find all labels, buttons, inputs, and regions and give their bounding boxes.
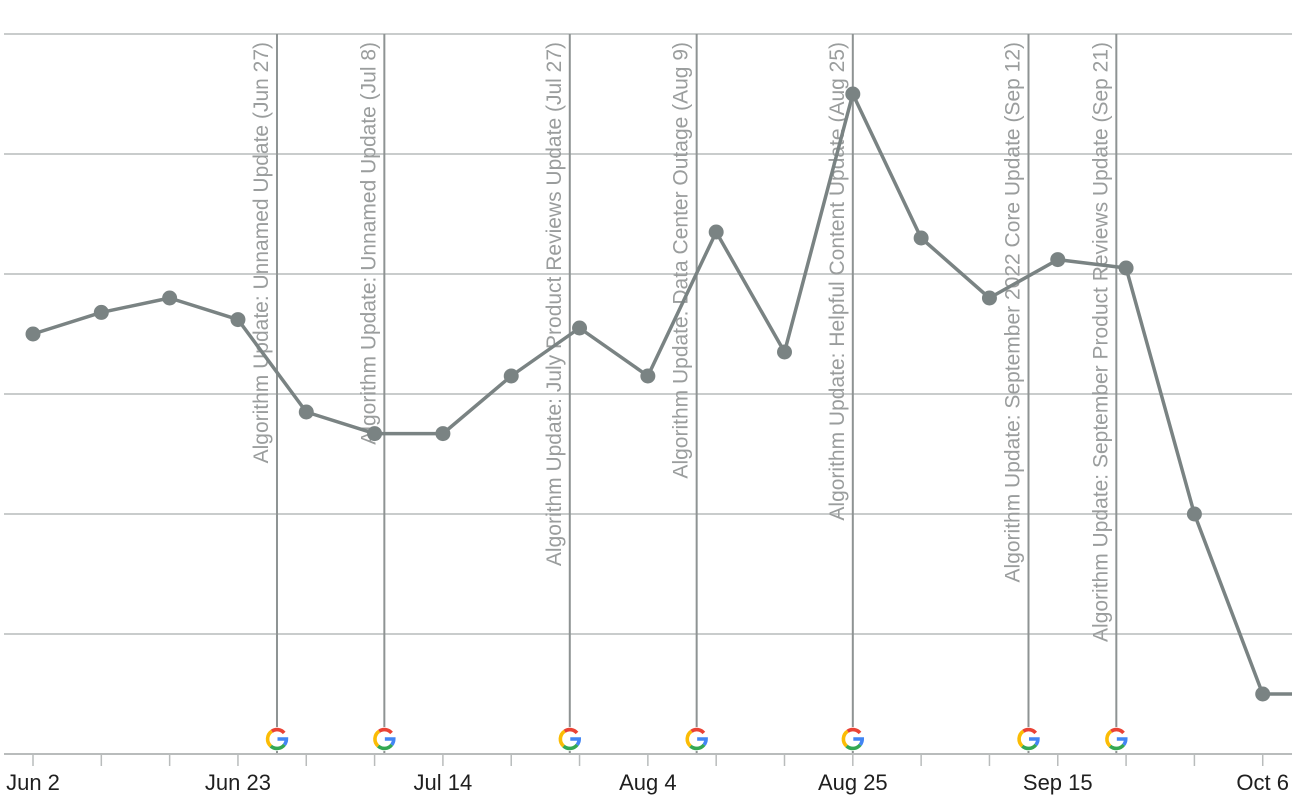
algorithm-update-annotations: Algorithm Update: Unnamed Update (Jun 27… [250, 34, 1118, 754]
google-g-icon[interactable] [1016, 727, 1041, 751]
data-point[interactable] [503, 368, 519, 384]
x-tick-label: Sep 15 [1023, 770, 1093, 795]
google-g-icon[interactable] [264, 727, 289, 751]
annotation-label: Algorithm Update: Unnamed Update (Jun 27… [250, 42, 273, 463]
data-point[interactable] [435, 426, 451, 442]
data-point[interactable] [981, 290, 997, 306]
google-g-icon[interactable] [557, 727, 582, 751]
x-axis: Jun 2 Jun 23 Jul 14 Aug 4 Aug 25 Sep 15 Oct 6 [4, 753, 1292, 795]
x-tick-label: Aug 25 [818, 770, 888, 795]
data-point[interactable] [1050, 252, 1066, 268]
data-point[interactable] [298, 404, 314, 420]
data-point[interactable] [776, 344, 792, 360]
data-point[interactable] [1186, 506, 1202, 522]
annotation-label: Algorithm Update: July Product Reviews U… [543, 42, 566, 566]
annotation-label: Algorithm Update: September 2022 Core Up… [1001, 42, 1024, 582]
data-point[interactable] [25, 326, 41, 342]
series-line [32, 92, 1292, 696]
data-point[interactable] [1118, 260, 1134, 276]
update-icons [264, 727, 1129, 751]
x-tick-label: Jun 23 [205, 770, 271, 795]
x-tick-label: Jul 14 [414, 770, 473, 795]
google-g-icon[interactable] [1104, 727, 1129, 751]
data-point[interactable] [708, 224, 724, 240]
x-tick-label: Oct 6 [1236, 770, 1289, 795]
annotation-label: Algorithm Update: Data Center Outage (Au… [670, 42, 693, 479]
data-point[interactable] [230, 312, 246, 328]
annotation-label: Algorithm Update: Unnamed Update (Jul 8) [357, 42, 380, 445]
annotation-label: Algorithm Update: September Product Revi… [1089, 42, 1112, 642]
x-tick-label: Aug 4 [619, 770, 677, 795]
google-g-icon[interactable] [840, 727, 865, 751]
data-point[interactable] [367, 426, 383, 442]
google-g-icon[interactable] [684, 727, 709, 751]
annotation-label: Algorithm Update: Helpful Content Update… [826, 42, 849, 521]
data-point[interactable] [572, 320, 588, 336]
data-point[interactable] [913, 230, 929, 246]
google-g-icon[interactable] [372, 727, 397, 751]
data-point[interactable] [640, 368, 656, 384]
data-point[interactable] [93, 304, 109, 320]
x-tick-label: Jun 2 [6, 770, 60, 795]
grid-lines [4, 33, 1292, 635]
data-point[interactable] [845, 86, 861, 102]
data-point[interactable] [1255, 686, 1271, 702]
data-point[interactable] [162, 290, 178, 306]
series [25, 86, 1292, 702]
